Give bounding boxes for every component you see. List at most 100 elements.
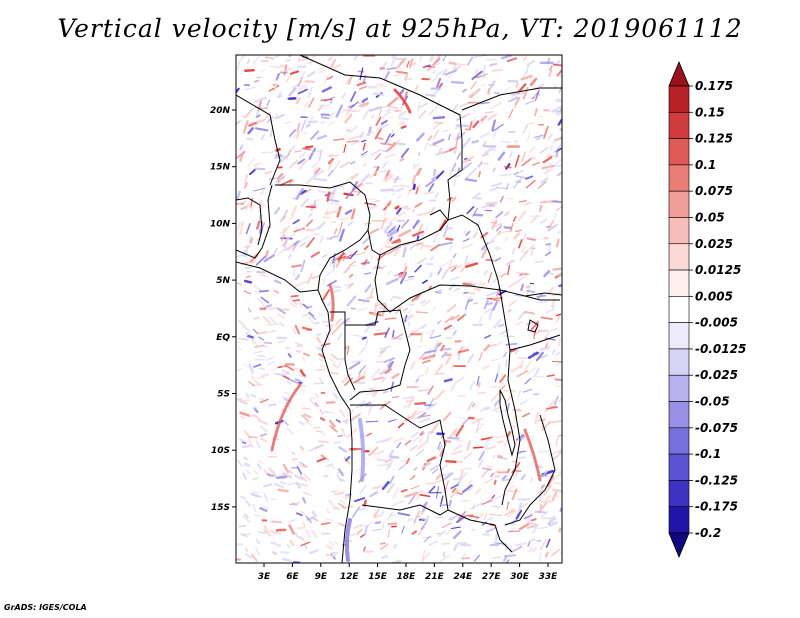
field-streak [526,367,536,375]
field-streak [409,58,414,69]
field-streak [463,452,472,460]
field-streak [534,260,544,264]
colorbar-label: 0.075 [695,184,733,198]
field-streak [546,57,551,65]
field-streak [255,538,260,545]
field-streak [490,234,499,242]
field-streak [276,248,285,256]
field-streak [534,367,540,377]
field-streak [351,506,361,518]
field-streak [264,170,273,175]
field-streak [410,360,416,370]
field-streak [491,68,504,72]
colorbar-swatch [668,190,690,218]
field-streak [304,145,314,149]
field-streak [418,417,431,424]
field-streak [525,320,539,326]
field-streak [558,283,562,288]
field-streak [326,508,330,514]
field-streak [347,74,353,85]
field-streak [399,88,405,95]
field-streak [436,372,445,376]
field-streak [256,463,262,470]
field-streak [431,70,436,74]
field-streak [494,373,499,383]
field-streak [547,224,558,232]
field-streak [497,323,505,328]
field-streak [391,55,396,59]
field-streak [440,472,451,477]
field-streak [491,391,501,402]
field-streak [428,285,432,291]
field-streak [348,135,362,140]
field-streak [499,385,506,391]
field-streak [291,83,300,90]
field-streak [484,334,492,339]
field-streak [474,403,479,409]
field-streak [513,171,519,176]
field-streak [478,352,483,361]
field-streak [287,518,296,523]
field-streak [368,170,379,179]
field-streak [332,285,342,289]
field-streak [396,305,402,309]
field-streak [253,187,265,192]
field-streak [294,273,301,281]
field-streak [325,544,334,550]
field-streak [473,554,480,562]
field-streak [385,138,391,146]
colorbar-swatch [668,269,690,297]
field-streak [552,137,561,144]
field-streak [378,108,383,116]
field-streak [522,69,528,80]
field-streak [557,338,562,347]
field-streak [535,351,544,362]
field-streak [456,152,461,160]
field-streak [412,163,416,170]
field-streak [288,144,296,153]
field-streak [381,163,387,169]
field-streak [263,505,269,509]
field-streak [330,353,339,361]
field-streak [332,506,340,510]
field-streak [526,237,537,241]
field-streak [260,69,265,73]
field-streak [448,61,457,65]
field-streak [345,78,350,85]
field-streak [269,519,277,523]
field-streak [257,494,263,498]
field-streak [245,500,251,507]
field-streak [449,429,456,438]
field-streak [320,430,326,436]
field-streak [412,230,425,237]
field-streak [410,431,419,438]
lon-label: 15E [368,572,388,582]
colorbar-swatch [668,85,690,113]
field-streak [493,479,497,485]
field-streak [492,167,496,173]
field-streak [486,302,493,306]
field-streak [459,102,470,108]
field-streak [456,492,464,495]
field-streak [251,338,255,345]
field-streak [432,116,446,120]
field-streak [512,216,517,222]
field-streak [546,475,555,487]
field-streak [465,230,471,236]
field-streak [481,521,488,526]
field-streak [447,436,460,440]
field-streak [499,374,507,383]
field-streak [307,312,317,321]
field-streak [389,449,394,457]
colorbar-label: -0.005 [695,316,738,330]
field-streak [283,64,288,76]
field-streak [332,363,339,369]
field-streak [401,525,405,534]
field-streak [294,324,301,335]
field-streak [362,107,371,120]
field-streak [299,151,307,159]
field-streak [302,314,308,317]
field-streak [398,121,405,126]
field-streak [328,57,332,61]
field-streak [354,497,366,503]
